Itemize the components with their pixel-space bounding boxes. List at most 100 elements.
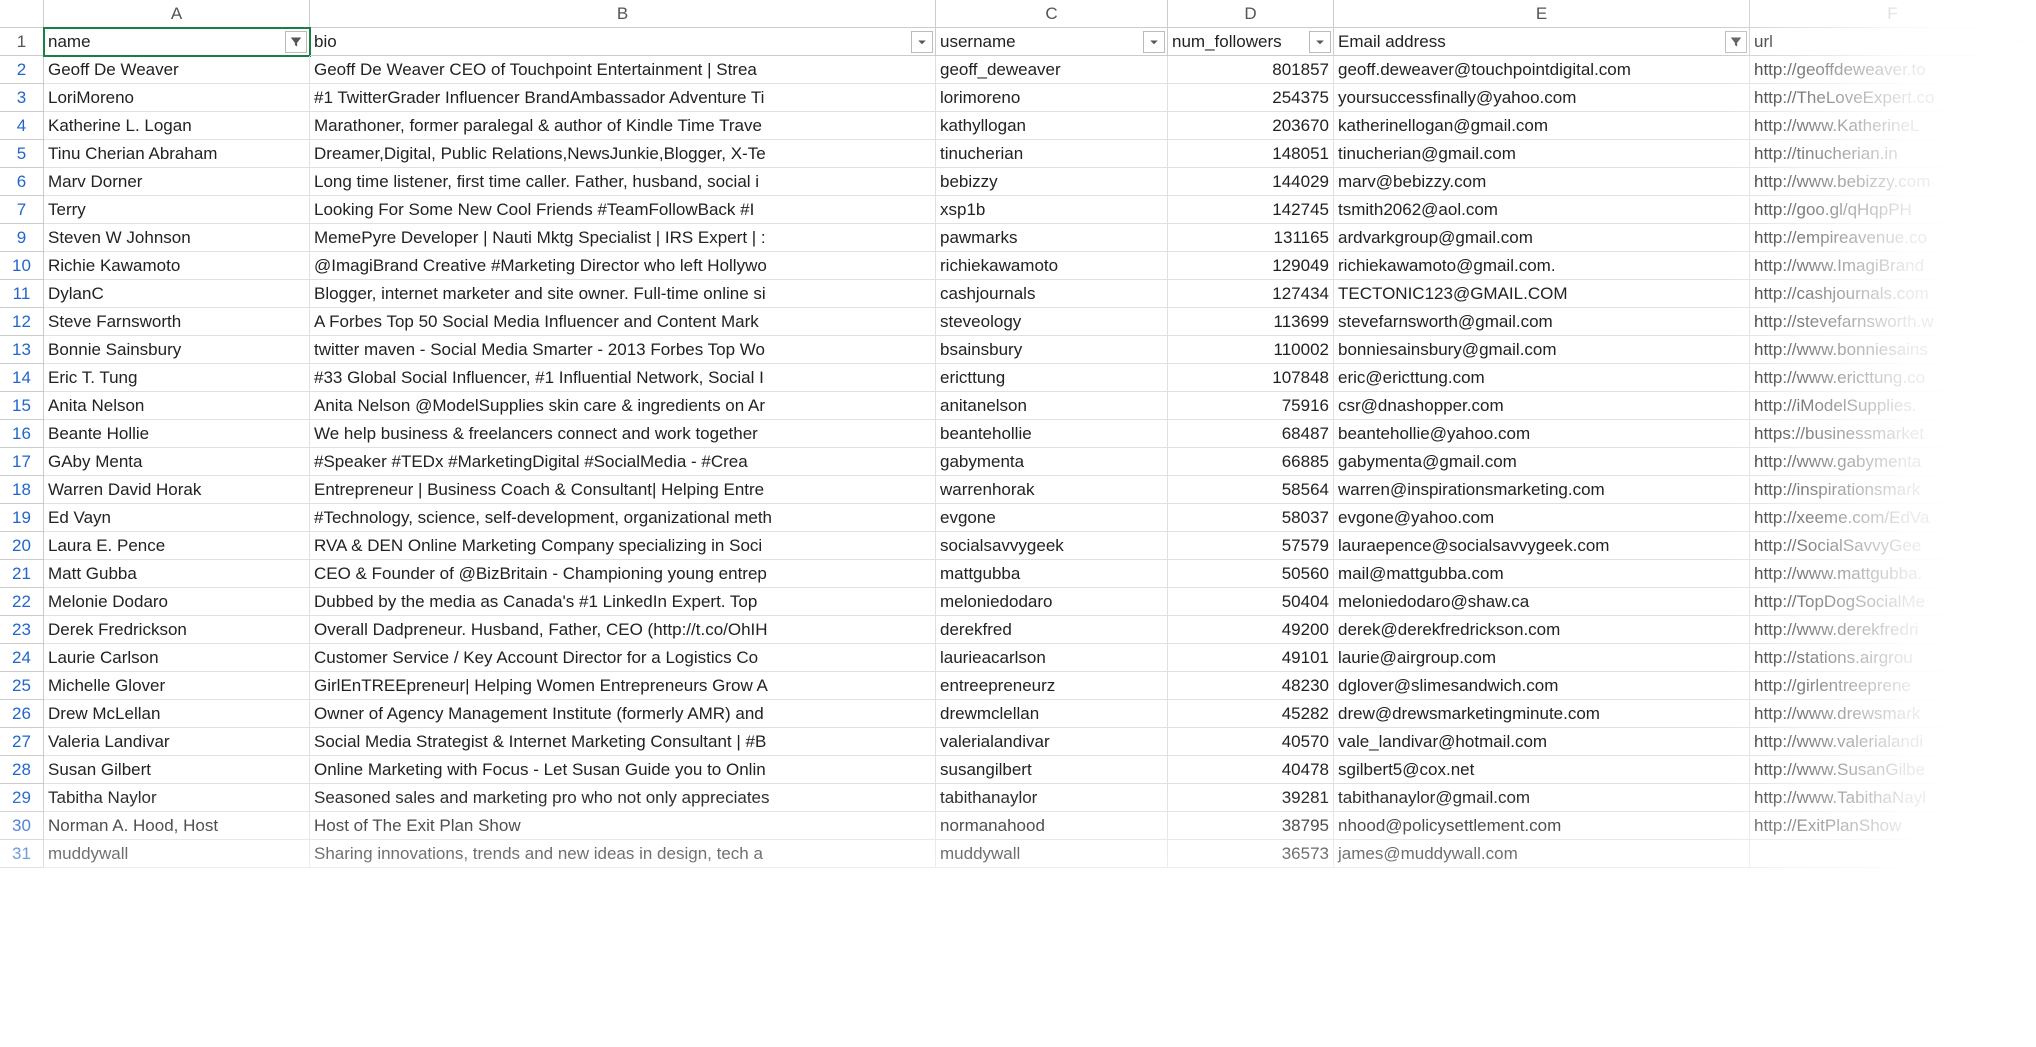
row-header-23[interactable]: 23 xyxy=(0,616,44,644)
cell-C30[interactable]: normanahood xyxy=(936,812,1168,840)
row-header-6[interactable]: 6 xyxy=(0,168,44,196)
row-header-18[interactable]: 18 xyxy=(0,476,44,504)
cell-C23[interactable]: derekfred xyxy=(936,616,1168,644)
cell-B14[interactable]: #33 Global Social Influencer, #1 Influen… xyxy=(310,364,936,392)
cell-A26[interactable]: Drew McLellan xyxy=(44,700,310,728)
cell-C17[interactable]: gabymenta xyxy=(936,448,1168,476)
cell-C2[interactable]: geoff_deweaver xyxy=(936,56,1168,84)
row-header-1[interactable]: 1 xyxy=(0,28,44,56)
cell-C27[interactable]: valerialandivar xyxy=(936,728,1168,756)
cell-E28[interactable]: sgilbert5@cox.net xyxy=(1334,756,1750,784)
cell-D15[interactable]: 75916 xyxy=(1168,392,1334,420)
row-header-2[interactable]: 2 xyxy=(0,56,44,84)
cell-F23[interactable]: http://www.derekfredri xyxy=(1750,616,2036,644)
cell-D31[interactable]: 36573 xyxy=(1168,840,1334,868)
row-header-30[interactable]: 30 xyxy=(0,812,44,840)
row-header-11[interactable]: 11 xyxy=(0,280,44,308)
row-header-10[interactable]: 10 xyxy=(0,252,44,280)
cell-B16[interactable]: We help business & freelancers connect a… xyxy=(310,420,936,448)
cell-D25[interactable]: 48230 xyxy=(1168,672,1334,700)
cell-F28[interactable]: http://www.SusanGilbe xyxy=(1750,756,2036,784)
row-header-15[interactable]: 15 xyxy=(0,392,44,420)
cell-D16[interactable]: 68487 xyxy=(1168,420,1334,448)
cell-C19[interactable]: evgone xyxy=(936,504,1168,532)
cell-E4[interactable]: katherinellogan@gmail.com xyxy=(1334,112,1750,140)
row-header-14[interactable]: 14 xyxy=(0,364,44,392)
row-header-3[interactable]: 3 xyxy=(0,84,44,112)
cell-C9[interactable]: pawmarks xyxy=(936,224,1168,252)
cell-A29[interactable]: Tabitha Naylor xyxy=(44,784,310,812)
cell-F11[interactable]: http://cashjournals.com xyxy=(1750,280,2036,308)
cell-B11[interactable]: Blogger, internet marketer and site owne… xyxy=(310,280,936,308)
row-header-7[interactable]: 7 xyxy=(0,196,44,224)
cell-C20[interactable]: socialsavvygeek xyxy=(936,532,1168,560)
cell-A12[interactable]: Steve Farnsworth xyxy=(44,308,310,336)
cell-F30[interactable]: http://ExitPlanShow xyxy=(1750,812,2036,840)
cell-B12[interactable]: A Forbes Top 50 Social Media Influencer … xyxy=(310,308,936,336)
column-header-F[interactable]: F xyxy=(1750,0,2036,28)
filter-dropdown-icon[interactable] xyxy=(1309,31,1331,53)
cell-A2[interactable]: Geoff De Weaver xyxy=(44,56,310,84)
cell-B3[interactable]: #1 TwitterGrader Influencer BrandAmbassa… xyxy=(310,84,936,112)
spreadsheet-grid[interactable]: ABCDEF1namebiousernamenum_followersEmail… xyxy=(0,0,2036,868)
cell-A10[interactable]: Richie Kawamoto xyxy=(44,252,310,280)
cell-B13[interactable]: twitter maven - Social Media Smarter - 2… xyxy=(310,336,936,364)
row-header-25[interactable]: 25 xyxy=(0,672,44,700)
cell-D10[interactable]: 129049 xyxy=(1168,252,1334,280)
cell-F16[interactable]: https://businessmarket xyxy=(1750,420,2036,448)
cell-D11[interactable]: 127434 xyxy=(1168,280,1334,308)
filter-active-icon[interactable] xyxy=(285,31,307,53)
cell-A11[interactable]: DylanC xyxy=(44,280,310,308)
cell-D14[interactable]: 107848 xyxy=(1168,364,1334,392)
cell-B17[interactable]: #Speaker #TEDx #MarketingDigital #Social… xyxy=(310,448,936,476)
cell-D28[interactable]: 40478 xyxy=(1168,756,1334,784)
row-header-21[interactable]: 21 xyxy=(0,560,44,588)
cell-D13[interactable]: 110002 xyxy=(1168,336,1334,364)
cell-B28[interactable]: Online Marketing with Focus - Let Susan … xyxy=(310,756,936,784)
cell-A28[interactable]: Susan Gilbert xyxy=(44,756,310,784)
filter-dropdown-icon[interactable] xyxy=(2011,31,2033,53)
cell-B29[interactable]: Seasoned sales and marketing pro who not… xyxy=(310,784,936,812)
cell-E10[interactable]: richiekawamoto@gmail.com. xyxy=(1334,252,1750,280)
cell-A14[interactable]: Eric T. Tung xyxy=(44,364,310,392)
cell-D18[interactable]: 58564 xyxy=(1168,476,1334,504)
row-header-16[interactable]: 16 xyxy=(0,420,44,448)
cell-F31[interactable] xyxy=(1750,840,2036,868)
row-header-20[interactable]: 20 xyxy=(0,532,44,560)
cell-A22[interactable]: Melonie Dodaro xyxy=(44,588,310,616)
cell-B30[interactable]: Host of The Exit Plan Show xyxy=(310,812,936,840)
cell-F29[interactable]: http://www.TabithaNayl xyxy=(1750,784,2036,812)
cell-E26[interactable]: drew@drewsmarketingminute.com xyxy=(1334,700,1750,728)
cell-D3[interactable]: 254375 xyxy=(1168,84,1334,112)
cell-E6[interactable]: marv@bebizzy.com xyxy=(1334,168,1750,196)
header-cell-D[interactable]: num_followers xyxy=(1168,28,1334,56)
row-header-19[interactable]: 19 xyxy=(0,504,44,532)
cell-F22[interactable]: http://TopDogSocialMe xyxy=(1750,588,2036,616)
cell-C4[interactable]: kathyllogan xyxy=(936,112,1168,140)
cell-F27[interactable]: http://www.valerialandi xyxy=(1750,728,2036,756)
cell-C31[interactable]: muddywall xyxy=(936,840,1168,868)
cell-B25[interactable]: GirlEnTREEpreneur| Helping Women Entrepr… xyxy=(310,672,936,700)
header-cell-B[interactable]: bio xyxy=(310,28,936,56)
column-header-E[interactable]: E xyxy=(1334,0,1750,28)
cell-B4[interactable]: Marathoner, former paralegal & author of… xyxy=(310,112,936,140)
cell-E30[interactable]: nhood@policysettlement.com xyxy=(1334,812,1750,840)
cell-C7[interactable]: xsp1b xyxy=(936,196,1168,224)
header-cell-E[interactable]: Email address xyxy=(1334,28,1750,56)
cell-F6[interactable]: http://www.bebizzy.com xyxy=(1750,168,2036,196)
cell-F17[interactable]: http://www.gabymenta xyxy=(1750,448,2036,476)
cell-E12[interactable]: stevefarnsworth@gmail.com xyxy=(1334,308,1750,336)
cell-B24[interactable]: Customer Service / Key Account Director … xyxy=(310,644,936,672)
filter-dropdown-icon[interactable] xyxy=(911,31,933,53)
cell-D2[interactable]: 801857 xyxy=(1168,56,1334,84)
cell-F25[interactable]: http://girlentreeprene xyxy=(1750,672,2036,700)
cell-F24[interactable]: http://stations.airgrou xyxy=(1750,644,2036,672)
cell-F12[interactable]: http://stevefarnsworth.w xyxy=(1750,308,2036,336)
cell-E9[interactable]: ardvarkgroup@gmail.com xyxy=(1334,224,1750,252)
cell-A19[interactable]: Ed Vayn xyxy=(44,504,310,532)
cell-B10[interactable]: @ImagiBrand Creative #Marketing Director… xyxy=(310,252,936,280)
cell-E2[interactable]: geoff.deweaver@touchpointdigital.com xyxy=(1334,56,1750,84)
cell-C25[interactable]: entreepreneurz xyxy=(936,672,1168,700)
cell-D29[interactable]: 39281 xyxy=(1168,784,1334,812)
header-cell-F[interactable]: url xyxy=(1750,28,2036,56)
